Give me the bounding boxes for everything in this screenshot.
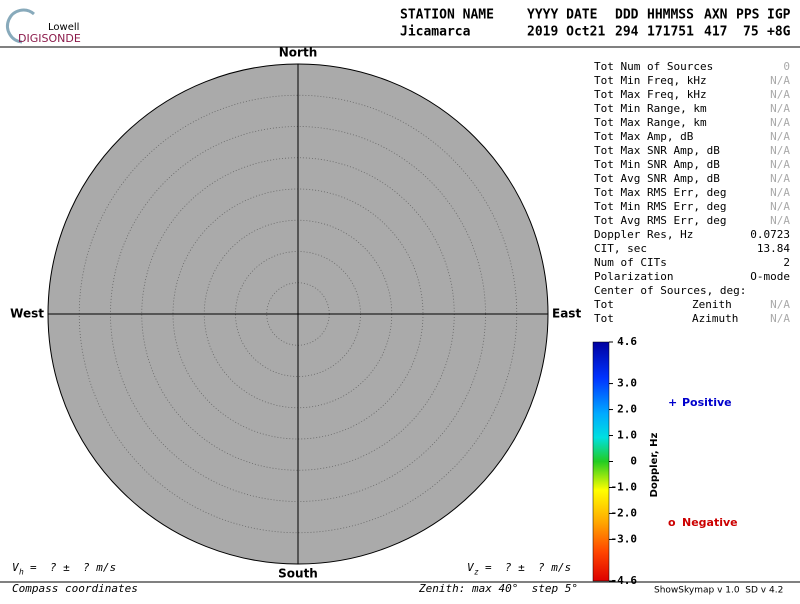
stat-value: N/A (770, 200, 790, 213)
stat-label: Num of CITs (594, 256, 667, 269)
header-value: 417 (704, 25, 727, 40)
header-value: 171751 (647, 25, 694, 40)
center-name: Azimuth (692, 312, 738, 325)
compass-east: East (552, 307, 581, 321)
colorbar (592, 341, 610, 582)
header-value: 75 (743, 25, 759, 40)
header-column: HHMMSS (647, 8, 694, 23)
zenith-info: Zenith: max 40° step 5° (418, 582, 578, 595)
header-column: PPS (736, 8, 760, 23)
header-column: YYYY DATE (527, 8, 597, 23)
center-label: Tot (594, 312, 614, 325)
stat-value: N/A (770, 158, 790, 171)
vh-symbol: V (12, 561, 20, 574)
stat-label: Tot Max Freq, kHz (594, 88, 707, 101)
stat-label: Tot Avg SNR Amp, dB (594, 172, 720, 185)
stat-label: Tot Avg RMS Err, deg (594, 214, 726, 227)
header-value: 2019 Oct21 (527, 25, 605, 40)
stat-value: 0 (783, 60, 790, 73)
stat-label: Tot Min Range, km (594, 102, 707, 115)
stat-label: Polarization (594, 270, 673, 283)
compass-north: North (279, 46, 317, 60)
header-column: STATION NAME (400, 8, 494, 23)
colorbar-tick-label: 0 (630, 455, 637, 468)
colorbar-tick-label: -4.6 (611, 574, 638, 587)
vz-text: = ? ± ? m/s (485, 561, 571, 574)
compass-south: South (278, 567, 318, 581)
colorbar-label: Doppler, Hz (649, 433, 660, 498)
stat-label: Tot Min SNR Amp, dB (594, 158, 720, 171)
vz-symbol: V (467, 561, 475, 574)
version: ShowSkymap v 1.0 SD v 4.2 (654, 586, 783, 596)
center-name: Zenith (692, 298, 732, 311)
stat-value: N/A (770, 74, 790, 87)
stat-value: O-mode (750, 270, 790, 283)
colorbar-tick-label: 3.0 (617, 377, 637, 390)
colorbar-tick-label: 4.6 (617, 335, 637, 348)
logo-arc (6, 8, 35, 44)
stat-value: 0.0723 (750, 228, 790, 241)
stat-label: Tot Num of Sources (594, 60, 713, 73)
coords: Compass coordinates (12, 582, 138, 595)
header-column: DDD (615, 8, 639, 23)
stat-value: N/A (770, 186, 790, 199)
stat-value: N/A (770, 214, 790, 227)
stat-value: N/A (770, 144, 790, 157)
colorbar-tick-label: -2.0 (611, 506, 638, 519)
stat-label: Tot Max Range, km (594, 116, 707, 129)
colorbar-tick-label: 2.0 (617, 403, 637, 416)
vz-subscript: z (474, 568, 479, 577)
stat-value: N/A (770, 116, 790, 129)
center-label: Tot (594, 298, 614, 311)
colorbar-tick-label: -1.0 (611, 480, 638, 493)
header-value: +8G (767, 25, 791, 40)
compass-west: West (10, 307, 44, 321)
legend-text: Negative (682, 516, 738, 529)
header-value: Jicamarca (400, 25, 471, 40)
stat-label: Tot Max Amp, dB (594, 130, 694, 143)
center-value: N/A (770, 298, 790, 311)
colorbar-tick-label: 1.0 (617, 429, 637, 442)
vh-subscript: h (19, 568, 24, 577)
header-value: 294 (615, 25, 639, 40)
logo-bottom: DIGISONDE (18, 32, 81, 45)
sky-plot (47, 63, 549, 565)
stat-value: N/A (770, 102, 790, 115)
stat-value: N/A (770, 172, 790, 185)
stat-label: CIT, sec (594, 242, 647, 255)
stat-label: Tot Max SNR Amp, dB (594, 144, 720, 157)
legend-marker: o (668, 516, 676, 529)
stat-value: 2 (783, 256, 790, 269)
legend-text: Positive (682, 396, 732, 409)
colorbar-tick-label: -3.0 (611, 532, 638, 545)
legend-marker: + (668, 396, 677, 409)
stat-value: 13.84 (757, 242, 790, 255)
center-title: Center of Sources, deg: (594, 284, 746, 297)
center-value: N/A (770, 312, 790, 325)
header-column: IGP (767, 8, 791, 23)
stat-value: N/A (770, 88, 790, 101)
stat-label: Doppler Res, Hz (594, 228, 693, 241)
stat-label: Tot Max RMS Err, deg (594, 186, 726, 199)
vh-text: = ? ± ? m/s (30, 561, 116, 574)
logo-top: Lowell (48, 22, 79, 33)
stat-value: N/A (770, 130, 790, 143)
stat-label: Tot Min RMS Err, deg (594, 200, 726, 213)
stat-label: Tot Min Freq, kHz (594, 74, 707, 87)
header-column: AXN (704, 8, 728, 23)
